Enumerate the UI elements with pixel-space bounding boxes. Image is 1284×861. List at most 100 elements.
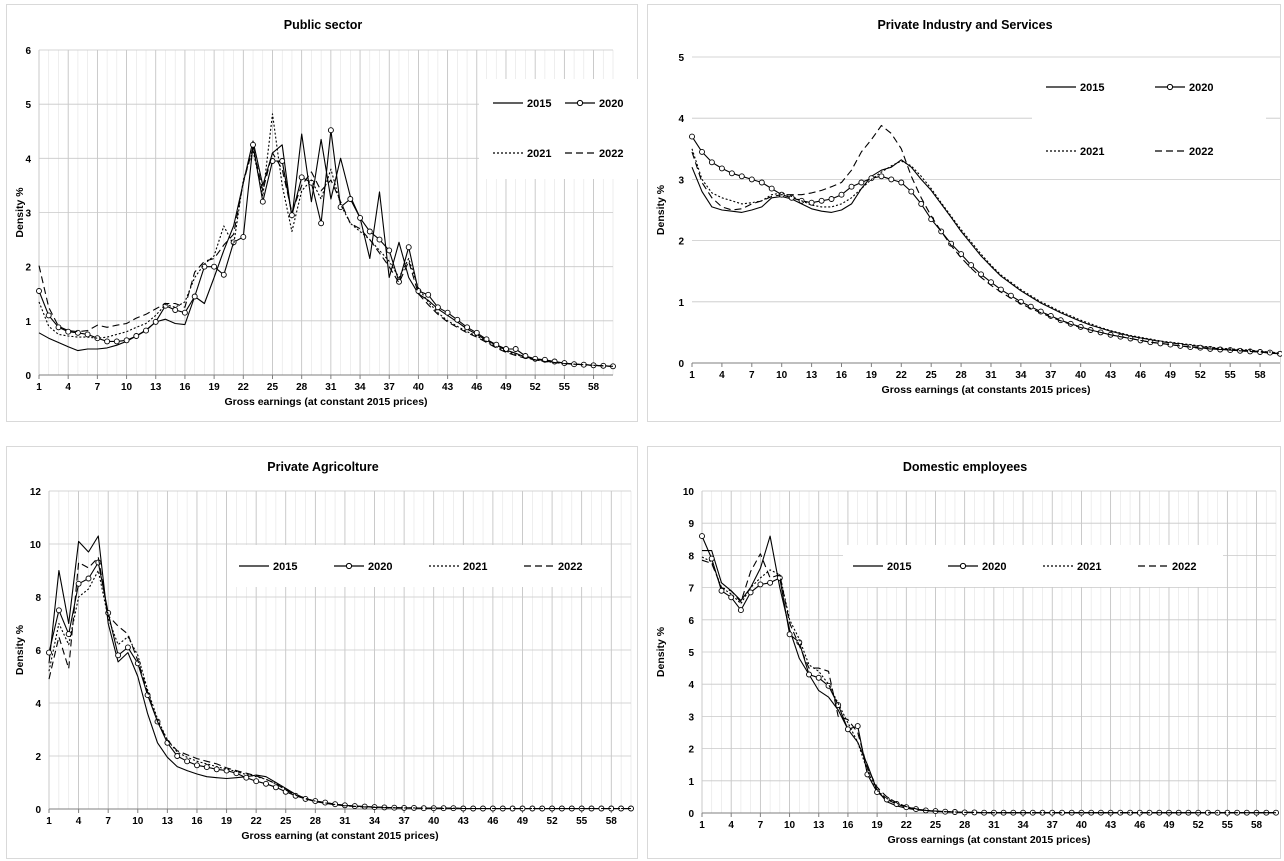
x-tick-label: 28 <box>296 382 308 393</box>
y-axis-label: Density % <box>14 624 26 675</box>
data-point <box>116 653 121 658</box>
x-tick-label: 31 <box>985 370 997 381</box>
data-point <box>105 339 110 344</box>
x-tick-label: 52 <box>1193 820 1205 831</box>
data-point <box>260 199 265 204</box>
x-tick-label: 46 <box>1134 820 1146 831</box>
y-tick-label: 6 <box>688 616 694 627</box>
x-tick-label: 25 <box>926 370 938 381</box>
data-point <box>280 159 285 164</box>
data-point <box>816 675 821 680</box>
x-tick-label: 22 <box>901 820 913 831</box>
y-tick-label: 2 <box>25 263 31 274</box>
x-tick-label: 28 <box>959 820 971 831</box>
data-point <box>214 767 219 772</box>
data-point <box>738 608 743 613</box>
data-point <box>909 189 914 194</box>
y-tick-label: 1 <box>688 777 694 788</box>
x-tick-label: 4 <box>76 816 82 827</box>
data-point <box>899 180 904 185</box>
legend-label-2022: 2022 <box>1189 146 1213 158</box>
x-tick-label: 46 <box>487 816 499 827</box>
data-point <box>264 781 269 786</box>
x-tick-label: 49 <box>500 382 512 393</box>
chart-title: Private Agricolture <box>267 460 378 474</box>
legend-label-2020: 2020 <box>982 561 1006 573</box>
y-tick-label: 12 <box>30 487 42 498</box>
y-tick-label: 8 <box>35 593 41 604</box>
chart-private-agriculture: Private Agricolture1 4 7 10 13 16 19 22 25 28 31 34… <box>7 447 639 860</box>
x-tick-label: 10 <box>132 816 144 827</box>
data-point <box>251 142 256 147</box>
y-tick-label: 1 <box>25 317 31 328</box>
data-point <box>845 727 850 732</box>
x-tick-label: 31 <box>339 816 351 827</box>
x-tick-label: 43 <box>1105 370 1117 381</box>
data-point <box>125 645 130 650</box>
x-tick-label: 52 <box>547 816 559 827</box>
data-point <box>367 229 372 234</box>
y-tick-label: 8 <box>688 551 694 562</box>
x-tick-label: 34 <box>1015 370 1027 381</box>
chart-title: Private Industry and Services <box>877 18 1052 32</box>
x-tick-label: 13 <box>150 382 162 393</box>
data-point <box>865 772 870 777</box>
y-tick-labels: 024681012 <box>30 487 42 816</box>
x-tick-label: 10 <box>784 820 796 831</box>
gridlines <box>49 491 631 809</box>
y-axis-label: Density % <box>14 187 26 238</box>
x-tick-label: 55 <box>1222 820 1234 831</box>
x-tick-label: 49 <box>1165 370 1177 381</box>
x-tick-label: 7 <box>105 816 111 827</box>
legend: 2015 2020 2021 2022 <box>229 545 609 587</box>
y-tick-label: 2 <box>688 745 694 756</box>
data-point <box>769 186 774 191</box>
x-tick-label: 19 <box>872 820 884 831</box>
data-point <box>829 197 834 202</box>
x-tick-label: 16 <box>842 820 854 831</box>
data-point <box>47 650 52 655</box>
x-tick-label: 58 <box>606 816 618 827</box>
y-tick-label: 4 <box>35 699 41 710</box>
data-point <box>465 325 470 330</box>
x-tick-label: 43 <box>1105 820 1117 831</box>
x-tick-labels: 1 4 7 10 13 16 19 22 25 28 31 34 37 40 43 46 49 52 55 58 <box>46 809 617 827</box>
x-tick-label: 16 <box>836 370 848 381</box>
data-point <box>244 775 249 780</box>
legend-label-2015: 2015 <box>887 561 911 573</box>
x-tick-label: 10 <box>121 382 133 393</box>
data-point <box>192 294 197 299</box>
x-tick-labels: 1 4 7 10 13 16 19 22 25 28 31 34 37 40 43 46 49 52 55 58 <box>36 375 599 393</box>
data-point <box>884 797 889 802</box>
y-tick-label: 5 <box>678 53 684 64</box>
data-point <box>455 317 460 322</box>
x-tick-label: 4 <box>719 370 725 381</box>
series-2022 <box>702 554 1276 813</box>
y-tick-label: 5 <box>25 100 31 111</box>
x-tick-label: 7 <box>758 820 764 831</box>
x-tick-labels: 1 4 7 10 13 16 19 22 25 28 31 34 37 40 43 46 49 52 55 58 <box>699 813 1262 831</box>
data-point <box>56 608 61 613</box>
x-tick-label: 19 <box>866 370 878 381</box>
series-2021 <box>49 571 631 809</box>
data-point <box>212 264 217 269</box>
data-point <box>377 237 382 242</box>
data-point <box>153 319 158 324</box>
legend-label-2015: 2015 <box>1080 82 1104 94</box>
x-tick-label: 40 <box>428 816 440 827</box>
y-tick-label: 4 <box>688 680 694 691</box>
data-point <box>387 248 392 253</box>
x-tick-label: 31 <box>988 820 1000 831</box>
data-point <box>849 184 854 189</box>
x-tick-label: 46 <box>1135 370 1147 381</box>
x-tick-label: 4 <box>65 382 71 393</box>
data-point <box>221 272 226 277</box>
legend-label-2022: 2022 <box>599 148 623 160</box>
y-tick-label: 10 <box>30 540 42 551</box>
x-tick-label: 49 <box>517 816 529 827</box>
data-point <box>758 582 763 587</box>
data-point <box>445 310 450 315</box>
data-point <box>879 174 884 179</box>
data-point <box>426 292 431 297</box>
data-point <box>700 149 705 154</box>
